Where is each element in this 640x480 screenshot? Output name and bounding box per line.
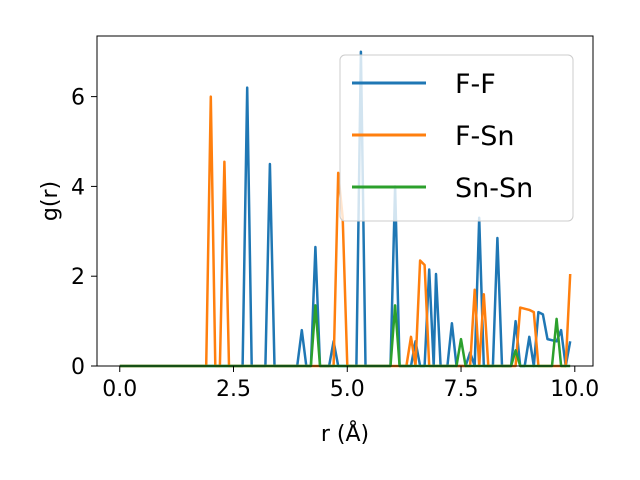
- y-tick-label: 2: [71, 265, 85, 290]
- legend-label-1: F-Sn: [455, 121, 515, 152]
- y-tick-label: 0: [71, 355, 85, 380]
- x-tick-label: 5.0: [330, 377, 365, 402]
- x-axis-label: r (Å): [321, 420, 369, 447]
- legend-label-2: Sn-Sn: [455, 173, 533, 204]
- series-line-1: [119, 95, 572, 368]
- series-line-2: [119, 304, 571, 368]
- legend-label-0: F-F: [455, 69, 496, 100]
- x-tick-label: 7.5: [444, 377, 479, 402]
- x-tick-label: 2.5: [216, 377, 251, 402]
- x-axis: 0.0 2.5 5.0 7.5 10.0: [102, 366, 599, 402]
- y-tick-label: 6: [71, 86, 85, 111]
- y-tick-label: 4: [71, 175, 85, 200]
- legend: F-F F-Sn Sn-Sn: [339, 54, 574, 222]
- x-tick-label: 10.0: [550, 377, 599, 402]
- y-axis: 0 2 4 6: [71, 86, 97, 380]
- legend-frame: [339, 54, 574, 222]
- plot-frame: [96, 35, 594, 367]
- x-tick-label: 0.0: [102, 377, 137, 402]
- y-axis-label: g(r): [38, 181, 63, 221]
